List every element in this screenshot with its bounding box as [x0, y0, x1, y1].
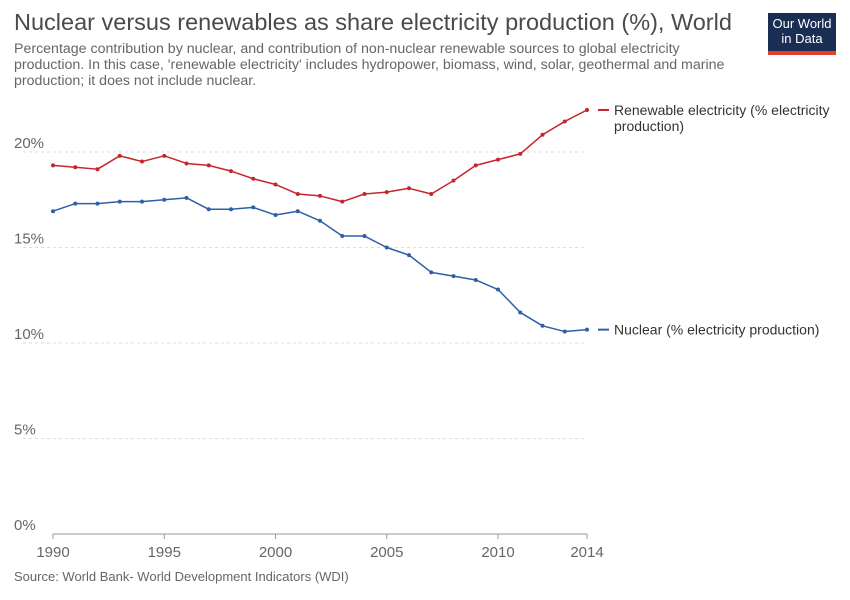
owid-logo[interactable]: Our World in Data — [768, 13, 836, 55]
y-tick-label: 15% — [14, 231, 44, 248]
grid-lines — [23, 151, 587, 439]
series-label: Renewable electricity (% electricity — [614, 102, 830, 118]
data-point — [73, 165, 78, 170]
data-point — [295, 192, 300, 197]
x-tick-label: 2000 — [259, 544, 292, 561]
data-point — [229, 207, 233, 212]
y-tick-label: 20% — [14, 135, 44, 152]
data-point — [162, 153, 167, 158]
data-point — [362, 192, 367, 197]
series-line-renewable — [52, 109, 588, 203]
data-point — [473, 277, 478, 282]
source-note: Source: World Bank- World Development In… — [14, 569, 349, 584]
series-label: production) — [614, 118, 684, 134]
x-tick-label: 1995 — [148, 544, 181, 561]
data-point — [451, 274, 456, 279]
data-point — [496, 157, 500, 162]
data-point — [51, 209, 55, 214]
series-labels: Renewable electricity (% electricityprod… — [598, 102, 830, 338]
data-point — [73, 201, 78, 206]
data-point — [140, 159, 144, 164]
series-label: Nuclear (% electricity production) — [614, 322, 819, 338]
data-point — [51, 163, 55, 168]
y-tick-label: 5% — [14, 422, 36, 439]
data-point — [251, 205, 256, 210]
axes: 0% 5% 10% 15% 20% 1990 1995 2000 2005 2010 2014 — [14, 135, 604, 561]
data-point — [95, 201, 100, 206]
data-point — [473, 163, 478, 168]
x-tick-label: 2005 — [370, 544, 403, 561]
y-tick-label: 0% — [14, 517, 36, 534]
data-point — [184, 195, 189, 200]
data-point — [273, 182, 278, 187]
data-point — [117, 153, 122, 158]
data-point — [318, 218, 322, 223]
data-point — [540, 323, 545, 328]
data-point — [540, 132, 545, 137]
chart-subtitle: Percentage contribution by nuclear, and … — [14, 41, 725, 89]
x-tick-label: 2010 — [481, 544, 514, 561]
data-point — [162, 197, 167, 202]
data-point — [318, 193, 322, 198]
data-point — [229, 169, 233, 174]
chart-title: Nuclear versus renewables as share elect… — [14, 9, 732, 35]
data-point — [295, 209, 300, 214]
data-point — [184, 161, 189, 166]
y-tick-label: 10% — [14, 326, 44, 343]
data-point — [429, 270, 434, 275]
data-point — [140, 199, 144, 204]
logo-line-2: in Data — [781, 31, 823, 46]
data-point — [585, 327, 589, 332]
data-point — [251, 176, 256, 181]
series-lines — [51, 107, 589, 334]
data-point — [407, 253, 411, 258]
data-point — [585, 107, 589, 112]
logo-line-1: Our World — [772, 16, 832, 31]
data-point — [273, 213, 278, 218]
data-point — [95, 167, 100, 172]
data-point — [340, 199, 345, 204]
data-point — [340, 234, 345, 239]
data-point — [496, 287, 500, 292]
x-tick-label: 2014 — [570, 544, 603, 561]
data-point — [384, 245, 389, 250]
series-line-nuclear — [52, 197, 588, 333]
data-point — [362, 234, 367, 239]
data-point — [384, 190, 389, 195]
data-point — [562, 329, 567, 334]
data-point — [206, 207, 211, 212]
data-point — [518, 310, 523, 315]
data-point — [562, 119, 567, 124]
data-point — [518, 151, 523, 156]
data-point — [451, 178, 456, 183]
data-point — [117, 199, 122, 204]
x-tick-label: 1990 — [36, 544, 69, 561]
data-point — [407, 186, 411, 191]
data-point — [206, 163, 211, 168]
data-point — [429, 192, 434, 197]
